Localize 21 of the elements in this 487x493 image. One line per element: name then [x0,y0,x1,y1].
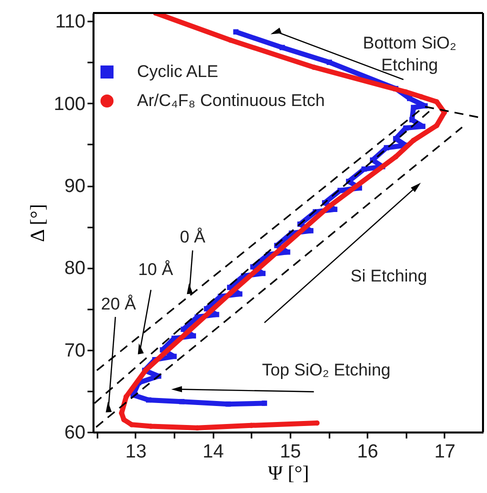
x-tick-label: 14 [202,442,224,462]
y-tick-label: 110 [55,12,86,33]
annotation: Top SiO₂ Etching [262,360,390,380]
annotation: 10 Å [138,260,174,280]
x-tick-label: 15 [280,442,301,462]
x-axis-title: Ψ [°] [268,462,310,484]
y-axis-title: Δ [°] [26,204,49,242]
y-tick-label: 80 [64,258,86,280]
y-tick-label: 100 [54,94,86,115]
y-tick-label: 70 [64,340,86,362]
y-tick-label: 90 [64,176,86,198]
annotation: 20 Å [100,294,137,314]
annotation: Si Etching [350,266,428,286]
x-tick-label: 13 [125,442,147,462]
annotation: Bottom SiO₂ Etching [362,33,456,74]
y-tick-label: 60 [64,422,86,444]
x-tick-label: 16 [357,442,378,462]
x-tick-label: 17 [434,442,456,462]
annotation: 0 Å [180,227,206,246]
legend-label: Ar/C₄F₈ Continuous Etch [137,91,325,110]
legend-label: Cyclic ALE [137,62,218,81]
